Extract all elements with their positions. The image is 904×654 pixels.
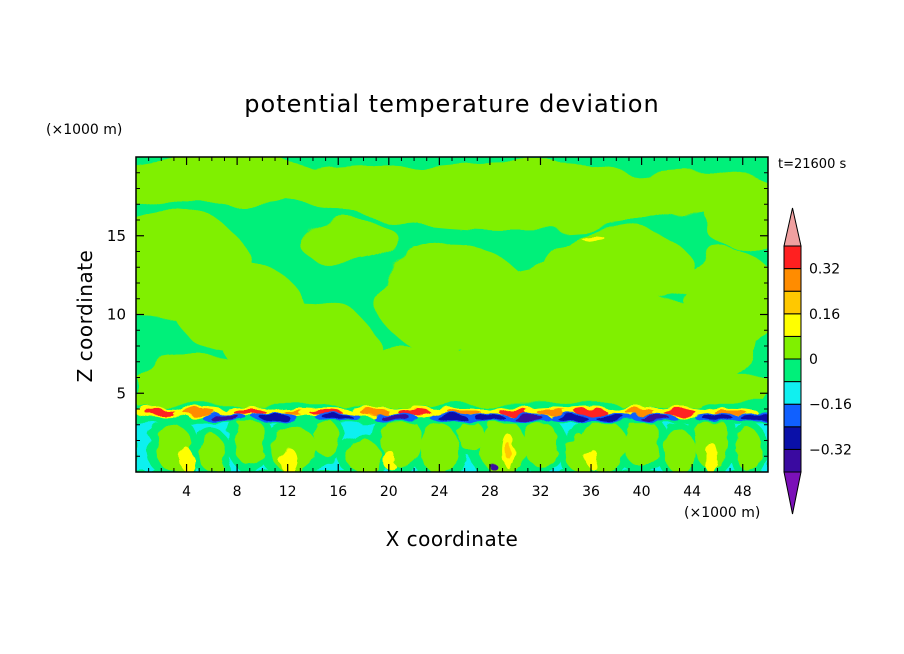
y-unit-label: (×1000 m) (46, 122, 122, 138)
x-tick-label: 20 (380, 484, 398, 500)
field-patch (379, 414, 411, 421)
field-patch (704, 442, 718, 472)
chart-title: potential temperature deviation (244, 90, 659, 118)
colorbar-segment (783, 313, 802, 337)
x-unit-label: (×1000 m) (684, 505, 760, 521)
y-tick-label: 5 (116, 384, 126, 402)
colorbar-segment (783, 290, 802, 315)
colorbar-segment (783, 448, 802, 473)
x-tick-label: 28 (481, 484, 499, 500)
field-patch (436, 414, 468, 421)
x-tick-label: 4 (182, 484, 191, 500)
field-patch (144, 409, 178, 415)
x-tick-label: 24 (430, 484, 448, 500)
field-patch (136, 374, 768, 405)
field-patch (233, 409, 267, 415)
field-patch (536, 409, 570, 415)
x-tick-label: 48 (734, 484, 752, 500)
colorbar-segment (783, 335, 802, 360)
field-patch (359, 409, 393, 415)
field-patch (259, 414, 291, 421)
y-tick-label: 15 (107, 227, 126, 245)
field-patch (581, 236, 606, 242)
field-patch (312, 418, 339, 457)
colorbar-label: 0 (809, 352, 818, 368)
colorbar-label: 0.32 (809, 262, 840, 278)
colorbar-label: −0.32 (809, 442, 852, 458)
colorbar-segment (783, 268, 802, 292)
field-patch (704, 188, 768, 252)
field-patch (522, 421, 559, 466)
y-tick-label: 10 (107, 306, 126, 324)
x-tick-label: 36 (582, 484, 600, 500)
field-patch (182, 409, 216, 415)
colorbar: 0.32 0.16 0 −0.16 −0.32 (783, 207, 852, 515)
field-patch (663, 409, 696, 415)
field-patch (397, 409, 431, 415)
field-patch (199, 434, 225, 472)
field-patch (693, 412, 729, 469)
field-patch (234, 415, 265, 466)
y-axis-label: Z coordinate (73, 250, 97, 383)
colorbar-extend-top (783, 207, 802, 247)
colorbar-extend-bottom (783, 471, 802, 515)
field-patch (178, 448, 195, 471)
plot-area (136, 157, 768, 472)
x-axis-label: X coordinate (386, 527, 519, 551)
field-patch (736, 427, 762, 472)
field-patch (278, 446, 297, 472)
field-patch (556, 414, 588, 421)
time-label: t=21600 s (778, 157, 846, 172)
colorbar-segment (783, 426, 802, 450)
field-patch (420, 423, 459, 472)
field-patch (323, 414, 354, 421)
field-patch (479, 418, 526, 472)
field-patch (540, 227, 693, 307)
field-patch (345, 440, 382, 472)
x-tick-label: 32 (532, 484, 550, 500)
colorbar-label: −0.16 (809, 397, 852, 413)
field-patch (209, 414, 240, 421)
field-patch (382, 449, 396, 469)
field-patch (664, 429, 695, 472)
field-patch (474, 414, 506, 421)
x-tick-label: 44 (683, 484, 701, 500)
field-patch (679, 251, 768, 346)
field-patch (458, 420, 484, 452)
field-patch (740, 414, 768, 421)
field-patch (338, 161, 693, 232)
x-tick-label: 16 (329, 484, 347, 500)
field-patch (639, 414, 670, 421)
x-tick-label: 8 (233, 484, 242, 500)
y-axis: 5 10 15 (107, 172, 768, 457)
colorbar-label: 0.16 (809, 307, 840, 323)
field-patch (574, 409, 608, 415)
field-patch (623, 416, 660, 468)
field-patch (300, 220, 402, 268)
x-tick-label: 12 (279, 484, 297, 500)
field-patch (594, 414, 626, 421)
colorbar-segment (783, 245, 802, 270)
field-patch (505, 443, 513, 460)
field-patch (702, 414, 733, 421)
colorbar-segment (783, 381, 802, 405)
field-patch (300, 238, 315, 242)
colorbar-segment (783, 358, 802, 383)
x-axis: 4 8 12 16 20 24 28 32 36 40 44 48 (148, 157, 756, 500)
field-patch (584, 448, 598, 468)
colorbar-segment (783, 403, 802, 428)
field-patch (512, 414, 544, 421)
x-tick-label: 40 (633, 484, 651, 500)
